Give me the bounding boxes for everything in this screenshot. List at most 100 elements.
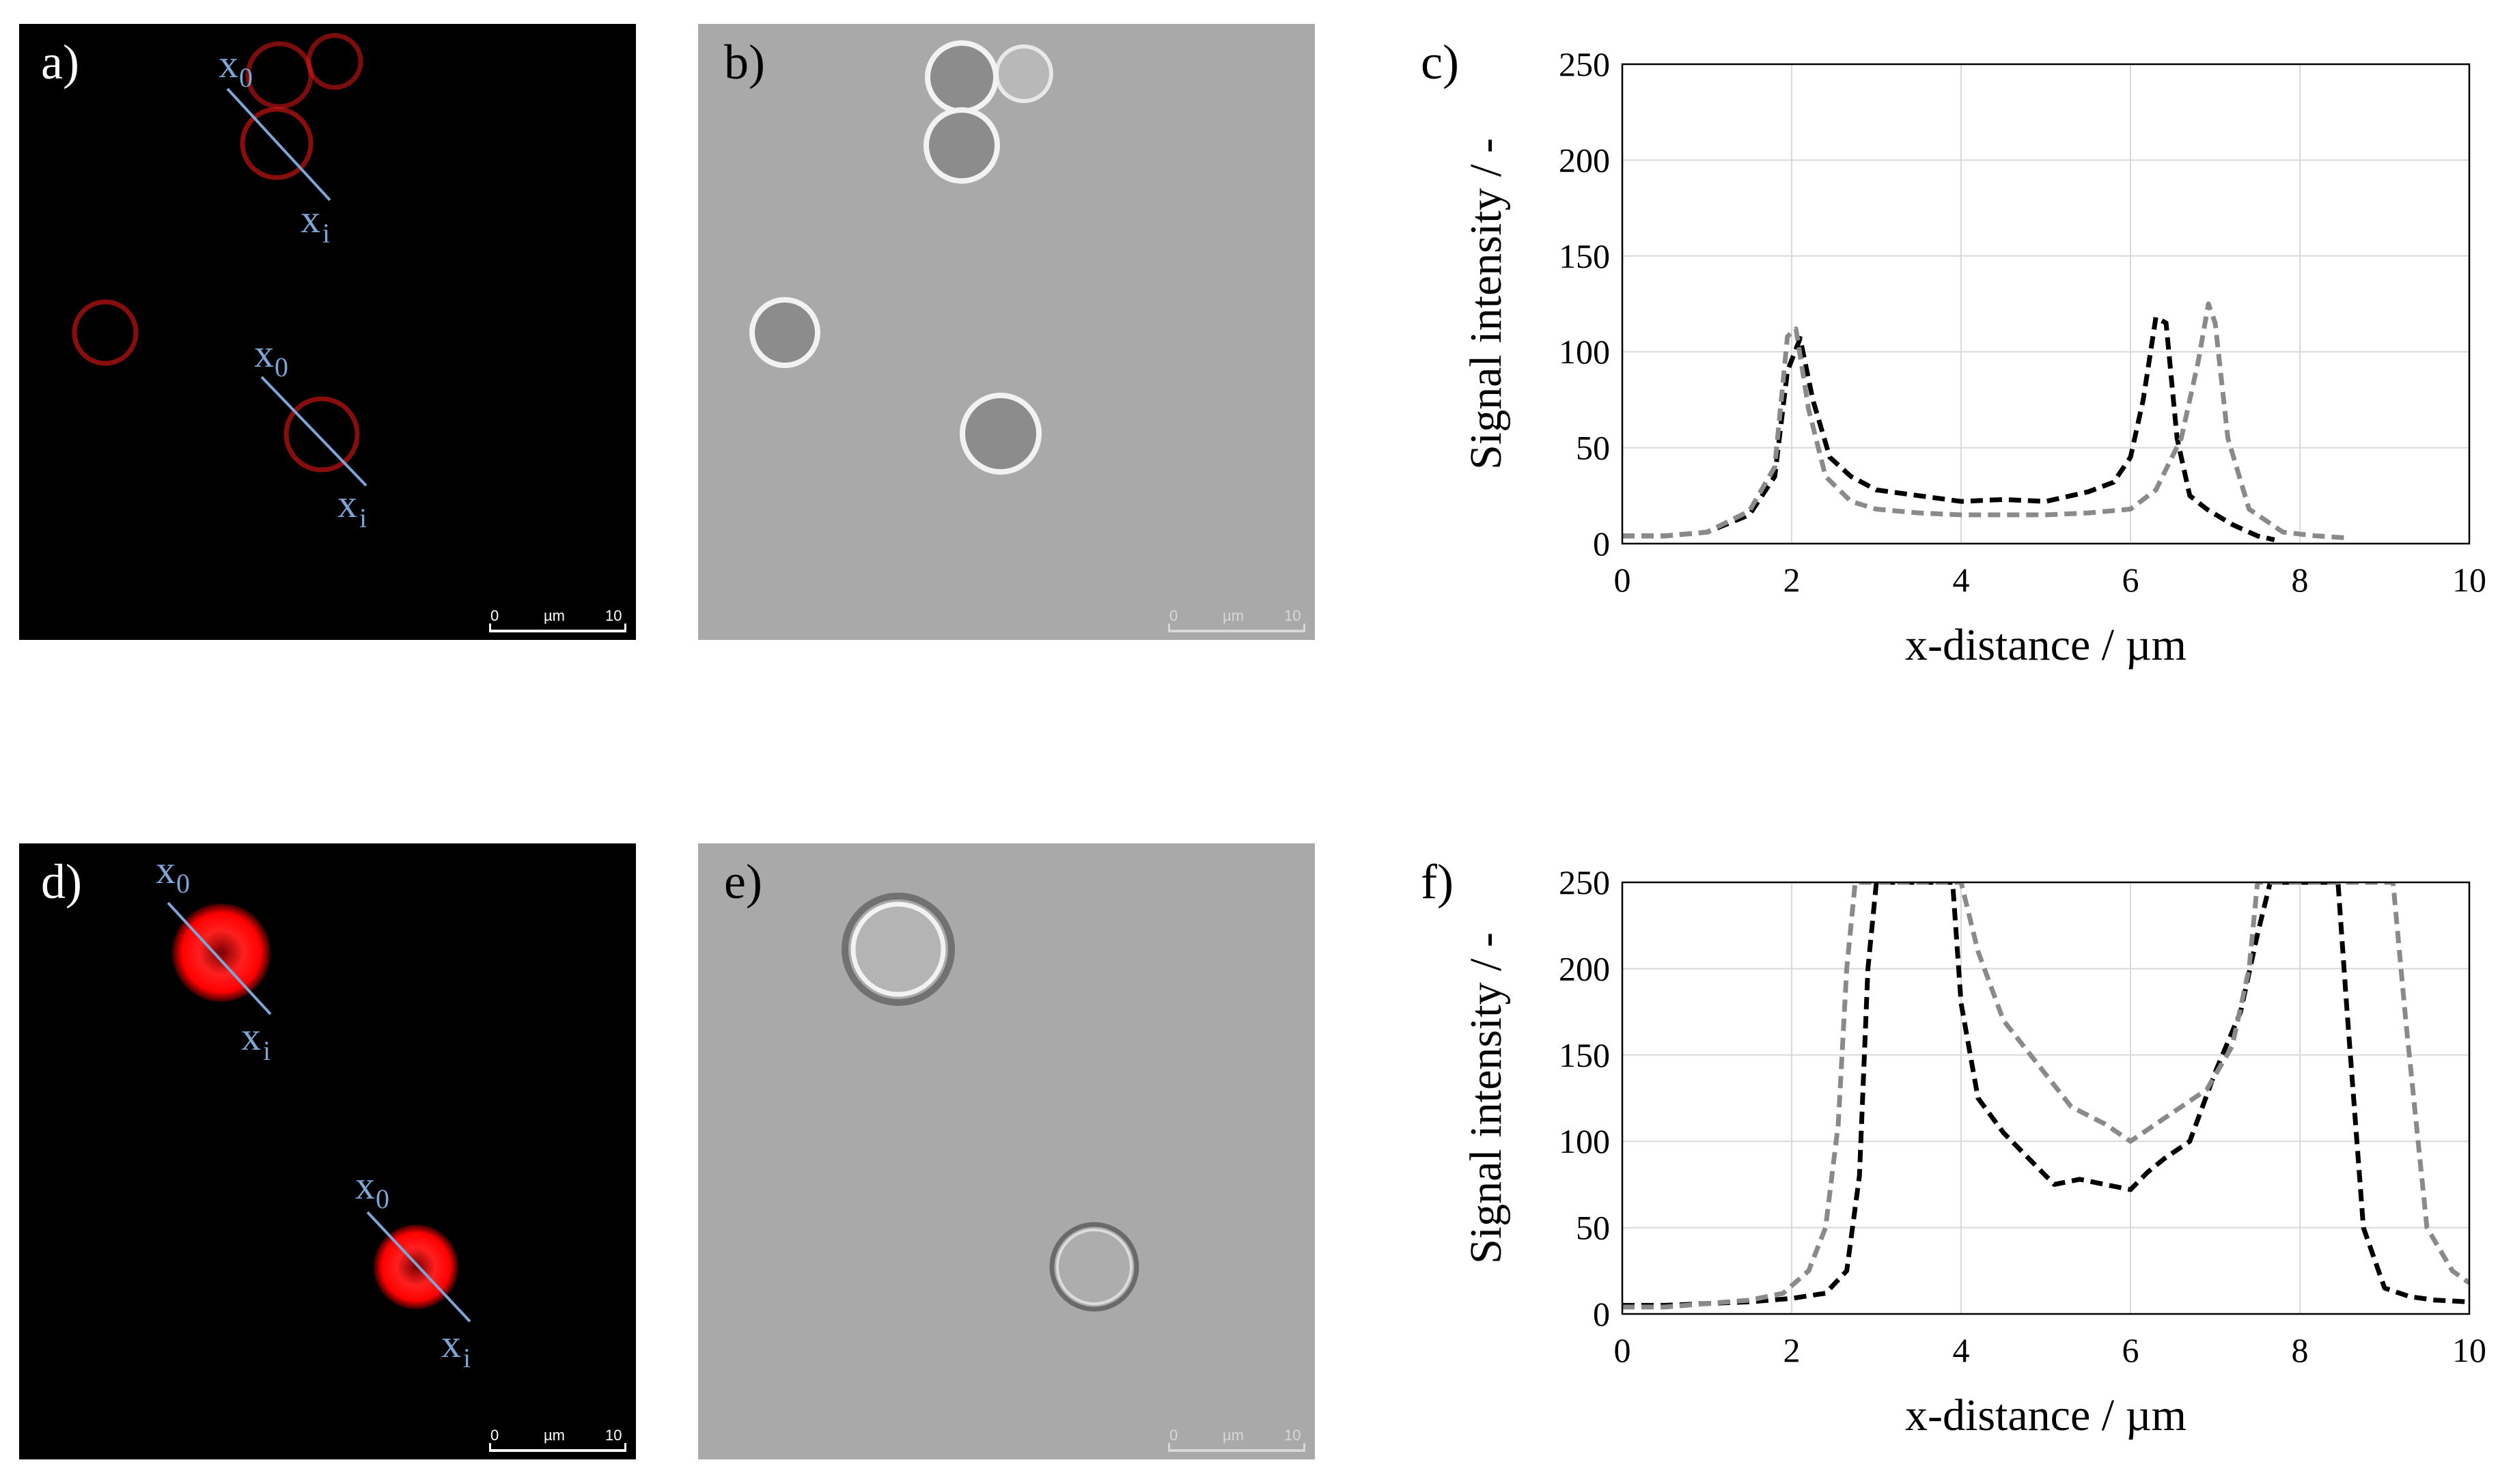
panel-e-brightfield-image: 0 µm 10 e) bbox=[698, 843, 1315, 1459]
x-tick-label: 2 bbox=[1783, 1331, 1801, 1369]
scale-ten: 10 bbox=[605, 607, 622, 624]
droplet bbox=[842, 893, 955, 1006]
series-gray-dashed-line bbox=[1622, 301, 2347, 541]
profile-start-label-bottom: x 0 bbox=[355, 1163, 389, 1214]
profile-end-label-bottom: x i bbox=[337, 481, 367, 533]
y-tick-label: 150 bbox=[1559, 1036, 1610, 1074]
y-axis-label: Signal intensity / - bbox=[1461, 138, 1511, 470]
series-gray-dashed-line bbox=[1622, 882, 2469, 1310]
profile-end-subscript: i bbox=[263, 1035, 270, 1066]
droplet bbox=[72, 299, 139, 366]
profile-start-label-top: x 0 bbox=[219, 42, 253, 93]
droplet bbox=[283, 396, 360, 473]
profile-end-letter: x bbox=[441, 1321, 461, 1366]
x-tick-label: 4 bbox=[1953, 1331, 1970, 1369]
scale-ten: 10 bbox=[605, 1427, 622, 1444]
scale-bar: 0 µm 10 bbox=[1168, 607, 1305, 632]
profile-line-bottom bbox=[366, 1211, 471, 1323]
profile-start-letter: x bbox=[254, 331, 274, 376]
profile-start-subscript: 0 bbox=[275, 352, 288, 382]
scale-bar: 0 µm 10 bbox=[489, 1427, 626, 1452]
brightfield-droplets bbox=[749, 40, 1053, 475]
panel-a-fluorescence-image: x 0 x i x 0 x i 0 µm 10 a) bbox=[19, 24, 636, 640]
profile-end-label-top: x i bbox=[301, 197, 330, 249]
profile-end-letter: x bbox=[241, 1014, 261, 1059]
profile-start-letter: x bbox=[219, 42, 238, 86]
panel-letter-f: f) bbox=[1421, 854, 1454, 909]
scale-bar: 0 µm 10 bbox=[1168, 1427, 1305, 1452]
y-tick-label: 0 bbox=[1593, 524, 1610, 563]
x-tick-label: 0 bbox=[1614, 1331, 1631, 1369]
series-black-dashed-line bbox=[1622, 315, 2275, 542]
x-axis-label: x-distance / µm bbox=[1905, 620, 2186, 670]
brightfield-droplets bbox=[842, 893, 1139, 1312]
panel-letter-e: e) bbox=[724, 854, 762, 909]
y-tick-label: 0 bbox=[1593, 1295, 1610, 1333]
profile-end-subscript: i bbox=[463, 1343, 471, 1373]
plot-frame bbox=[1621, 881, 2471, 1315]
y-tick-label: 100 bbox=[1559, 333, 1610, 371]
profile-line-top bbox=[167, 901, 272, 1016]
scale-ten: 10 bbox=[1284, 607, 1301, 624]
scale-unit: µm bbox=[1223, 607, 1244, 624]
droplet bbox=[960, 393, 1042, 475]
x-tick-label: 8 bbox=[2292, 561, 2309, 599]
profile-start-subscript: 0 bbox=[176, 868, 190, 899]
scale-zero: 0 bbox=[1169, 1427, 1178, 1444]
droplet bbox=[749, 297, 820, 368]
y-tick-label: 250 bbox=[1559, 45, 1610, 83]
x-tick-label: 10 bbox=[2452, 1331, 2486, 1369]
profile-end-label-top: x i bbox=[241, 1014, 270, 1066]
y-tick-label: 50 bbox=[1576, 429, 1610, 467]
y-tick-label: 50 bbox=[1576, 1209, 1610, 1247]
droplet bbox=[924, 107, 1000, 184]
profile-start-subscript: 0 bbox=[239, 62, 253, 93]
scale-unit: µm bbox=[544, 1427, 565, 1444]
profile-start-label-bottom: x 0 bbox=[254, 331, 288, 382]
y-tick-label: 250 bbox=[1559, 863, 1610, 901]
x-tick-label: 10 bbox=[2452, 561, 2486, 599]
droplet bbox=[1049, 1222, 1139, 1312]
droplet bbox=[306, 33, 363, 90]
y-tick-label: 200 bbox=[1559, 141, 1610, 179]
profile-start-label-top: x 0 bbox=[156, 848, 190, 899]
scale-zero: 0 bbox=[1169, 607, 1178, 624]
x-tick-label: 2 bbox=[1783, 561, 1801, 599]
y-axis-label: Signal intensity / - bbox=[1461, 932, 1511, 1264]
profile-end-letter: x bbox=[301, 197, 320, 241]
scale-ten: 10 bbox=[1284, 1427, 1301, 1444]
profile-end-letter: x bbox=[337, 481, 357, 526]
scale-zero: 0 bbox=[490, 1427, 499, 1444]
profile-line-bottom bbox=[260, 376, 367, 487]
droplet bbox=[850, 901, 946, 997]
panel-letter-c: c) bbox=[1421, 35, 1459, 89]
y-tick-label: 200 bbox=[1559, 949, 1610, 988]
droplet bbox=[172, 904, 270, 1002]
x-axis-label: x-distance / µm bbox=[1905, 1390, 2186, 1440]
profile-end-subscript: i bbox=[359, 503, 367, 533]
y-tick-label: 100 bbox=[1559, 1122, 1610, 1160]
droplet bbox=[240, 107, 314, 180]
x-tick-label: 6 bbox=[2122, 1331, 2139, 1369]
profile-end-label-bottom: x i bbox=[441, 1321, 471, 1373]
x-tick-label: 8 bbox=[2292, 1331, 2309, 1369]
scale-unit: µm bbox=[1223, 1427, 1244, 1444]
profile-end-subscript: i bbox=[322, 218, 330, 249]
profile-start-letter: x bbox=[355, 1163, 375, 1207]
droplet bbox=[1056, 1229, 1133, 1305]
profile-start-subscript: 0 bbox=[376, 1184, 389, 1214]
panel-d-fluorescence-image: x 0 x i x 0 x i 0 µm 10 d) bbox=[19, 843, 636, 1459]
scale-unit: µm bbox=[544, 607, 565, 624]
profile-line-top bbox=[226, 87, 331, 201]
plot-area bbox=[1622, 882, 2469, 1314]
plot-area bbox=[1622, 64, 2469, 544]
plot-frame bbox=[1621, 63, 2471, 545]
panel-letter-d: d) bbox=[41, 854, 82, 909]
fluorescent-droplets bbox=[72, 33, 363, 473]
scale-zero: 0 bbox=[490, 607, 499, 624]
panel-b-brightfield-image: 0 µm 10 b) bbox=[698, 24, 1315, 640]
profile-start-letter: x bbox=[156, 848, 176, 892]
panel-letter-b: b) bbox=[724, 35, 765, 89]
y-tick-label: 150 bbox=[1559, 237, 1610, 275]
